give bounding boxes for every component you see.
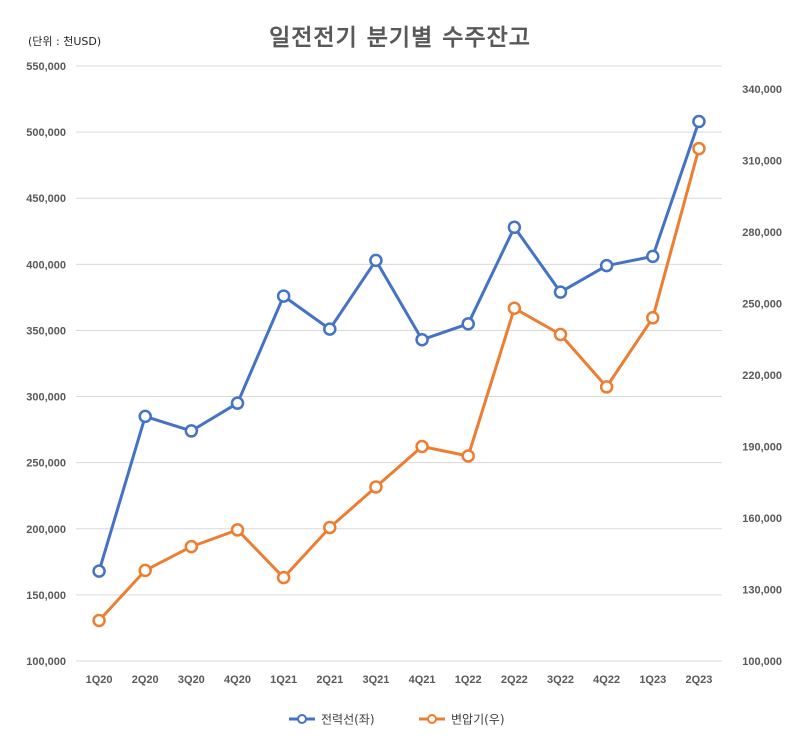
x-tick-label: 2Q20 xyxy=(132,674,159,686)
data-point xyxy=(599,258,614,273)
x-tick-label: 2Q23 xyxy=(685,674,712,686)
right-tick-label: 280,000 xyxy=(742,227,782,239)
right-tick-label: 340,000 xyxy=(742,84,782,96)
right-tick-label: 100,000 xyxy=(742,656,782,668)
data-point xyxy=(184,539,199,554)
data-point xyxy=(507,220,522,235)
x-tick-label: 1Q22 xyxy=(455,674,482,686)
data-point xyxy=(461,449,475,463)
left-tick-label: 150,000 xyxy=(26,590,66,602)
left-tick-label: 550,000 xyxy=(26,61,66,73)
right-tick-label: 190,000 xyxy=(742,442,782,454)
data-point xyxy=(138,409,152,424)
right-tick-label: 160,000 xyxy=(742,513,782,525)
data-point xyxy=(599,380,614,394)
x-tick-label: 4Q20 xyxy=(224,674,251,686)
data-point xyxy=(507,301,522,316)
data-point xyxy=(553,285,568,299)
left-tick-label: 350,000 xyxy=(26,325,66,337)
data-point xyxy=(276,289,291,303)
x-tick-label: 2Q21 xyxy=(316,674,343,686)
data-point xyxy=(369,253,383,268)
left-tick-label: 200,000 xyxy=(26,524,66,536)
data-point xyxy=(276,570,291,585)
data-point xyxy=(415,332,429,347)
x-tick-label: 3Q20 xyxy=(178,674,205,686)
x-tick-label: 3Q21 xyxy=(362,674,389,686)
left-tick-label: 450,000 xyxy=(26,193,66,205)
right-tick-label: 310,000 xyxy=(742,156,782,168)
x-tick-label: 4Q22 xyxy=(593,674,620,686)
x-axis-ticks: 1Q20 2Q20 3Q20 4Q20 1Q21 2Q21 3Q21 4Q21 1Q22 2Q22… xyxy=(86,674,713,686)
gridlines xyxy=(76,65,722,662)
data-point xyxy=(692,114,706,129)
right-tick-label: 220,000 xyxy=(742,370,782,382)
data-point xyxy=(369,480,383,494)
right-tick-label: 130,000 xyxy=(742,585,782,597)
left-tick-label: 500,000 xyxy=(26,127,66,139)
left-tick-label: 100,000 xyxy=(26,656,66,668)
data-point xyxy=(230,396,245,410)
x-tick-label: 2Q22 xyxy=(501,674,528,686)
data-point xyxy=(323,520,337,535)
data-point xyxy=(646,311,660,325)
data-point xyxy=(230,523,245,537)
data-point xyxy=(646,249,660,264)
legend-label: 변압기(우) xyxy=(451,713,505,727)
series-line-1 xyxy=(97,121,701,572)
series-layer xyxy=(92,114,706,628)
legend: 전력선(좌) 변압기(우) xyxy=(289,713,505,727)
data-point xyxy=(138,563,152,578)
legend-swatch-marker xyxy=(297,714,307,724)
legend-label: 전력선(좌) xyxy=(321,713,375,727)
left-tick-label: 250,000 xyxy=(26,458,66,470)
legend-swatch-marker xyxy=(427,714,437,724)
x-tick-label: 1Q23 xyxy=(639,674,666,686)
data-point xyxy=(323,322,337,336)
right-axis-ticks: 100,000 130,000 160,000 190,000 220,000 250,0… xyxy=(742,84,782,668)
data-point xyxy=(692,141,706,156)
x-tick-label: 1Q20 xyxy=(86,674,113,686)
unit-label: (단위 : 천USD) xyxy=(28,35,102,48)
x-tick-label: 1Q21 xyxy=(270,674,297,686)
data-point xyxy=(184,424,199,438)
data-point xyxy=(92,564,106,578)
left-tick-label: 400,000 xyxy=(26,259,66,271)
x-tick-label: 4Q21 xyxy=(409,674,436,686)
right-tick-label: 250,000 xyxy=(742,299,782,311)
x-tick-label: 3Q22 xyxy=(547,674,574,686)
data-point xyxy=(553,327,568,342)
chart-title: 일전전기 분기별 수주잔고 xyxy=(269,25,531,51)
data-point xyxy=(461,317,475,331)
series-line-2 xyxy=(97,148,701,622)
data-point xyxy=(92,613,106,628)
data-point xyxy=(415,439,429,454)
left-axis-ticks: 100,000 150,000 200,000 250,000 300,000 350,0… xyxy=(26,61,66,668)
left-tick-label: 300,000 xyxy=(26,392,66,404)
